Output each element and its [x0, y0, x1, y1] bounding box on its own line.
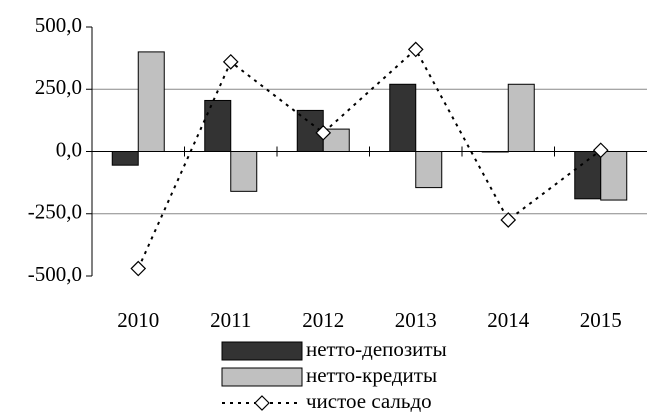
x-tick-label: 2014: [487, 308, 530, 332]
legend-swatch: [221, 367, 303, 387]
bar: [230, 151, 258, 192]
x-tick-label: 2011: [210, 308, 251, 332]
legend-label: нетто-кредиты: [306, 363, 437, 387]
y-tick-label: -250,0: [28, 200, 82, 224]
legend-swatch: [221, 341, 303, 361]
legend-marker: [254, 395, 270, 411]
bar: [389, 83, 417, 152]
bar: [507, 83, 535, 152]
legend-label: нетто-депозиты: [306, 337, 447, 361]
line: [137, 47, 602, 269]
marker: [222, 54, 239, 70]
legend-label: чистое сальдо: [306, 389, 432, 413]
x-tick-label: 2015: [580, 308, 622, 332]
y-tick-label: 250,0: [35, 75, 82, 99]
marker: [500, 212, 517, 228]
y-tick-label: 0,0: [56, 137, 82, 161]
y-tick-label: -500,0: [28, 262, 82, 286]
x-tick-label: 2010: [117, 308, 159, 332]
y-tick-label: 500,0: [35, 13, 82, 37]
marker: [592, 142, 609, 159]
bar: [574, 151, 602, 200]
marker: [130, 260, 147, 277]
bar: [111, 151, 139, 166]
x-tick-label: 2012: [302, 308, 344, 332]
bar: [600, 151, 628, 201]
bar: [137, 51, 165, 152]
x-tick-label: 2013: [395, 308, 437, 332]
marker: [407, 41, 424, 58]
bar: [415, 151, 443, 189]
bar: [204, 99, 232, 152]
marker: [315, 124, 332, 141]
